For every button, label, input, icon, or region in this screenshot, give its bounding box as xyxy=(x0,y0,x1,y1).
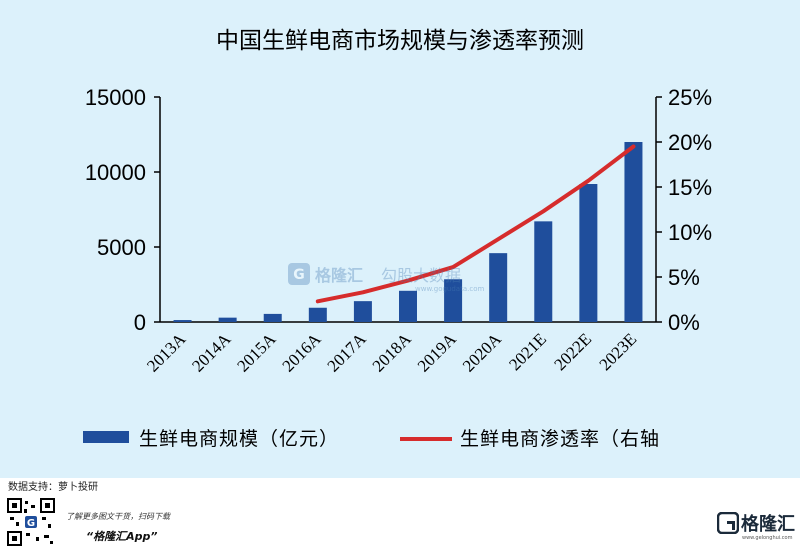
brand-name: 格隆汇 xyxy=(741,514,795,535)
chart-svg: 中国生鲜电商市场规模与渗透率预测 0 5000 10000 15000 0% 5% 10% 1… xyxy=(83,28,712,450)
qr-code-icon: G xyxy=(6,497,56,547)
x-tick-label: 2021E xyxy=(505,329,550,374)
legend-label-line: 生鲜电商渗透率（右轴 xyxy=(460,428,660,450)
bar xyxy=(218,317,237,322)
x-tick-label: 2015A xyxy=(233,329,280,376)
legend: 生鲜电商规模（亿元） 生鲜电商渗透率（右轴 xyxy=(83,428,660,450)
bar xyxy=(534,221,553,322)
bar xyxy=(263,313,282,322)
source-label: 数据支持：萝卜投研 xyxy=(8,482,98,493)
bar xyxy=(399,290,417,322)
watermark-url: www.gogudata.com xyxy=(415,285,485,293)
bar xyxy=(308,307,327,322)
y-right-tick-label: 10% xyxy=(668,220,712,245)
watermark-name: 格隆汇 xyxy=(315,266,364,285)
bar xyxy=(489,253,508,322)
legend-swatch-bar xyxy=(83,431,129,443)
app-name: “格隆汇App” xyxy=(86,530,158,543)
y-right-tick-label: 20% xyxy=(668,130,712,155)
footer xyxy=(0,478,800,553)
watermark: G 格隆汇 勾股大数据 xyxy=(287,262,461,286)
x-tick-label: 2016A xyxy=(278,329,325,376)
y-right-tick-label: 15% xyxy=(668,175,712,200)
watermark-logo-icon: G xyxy=(288,263,310,285)
line-series xyxy=(315,144,636,304)
x-tick-label: 2019A xyxy=(414,329,461,376)
x-tick-label: 2013A xyxy=(143,329,190,376)
penetration-line xyxy=(315,144,636,304)
legend-label-bar: 生鲜电商规模（亿元） xyxy=(139,428,339,450)
bar xyxy=(353,301,372,322)
watermark-cn: 勾股大数据 xyxy=(381,266,462,285)
bar xyxy=(579,184,598,322)
x-tick-label: 2018A xyxy=(369,329,416,376)
y-right-tick-label: 0% xyxy=(668,310,700,335)
x-tick-label: 2020A xyxy=(459,329,506,376)
promo-text: 了解更多图文干货，扫码下载 xyxy=(66,512,170,521)
tick-labels: 0 5000 10000 15000 0% 5% 10% 15% 20% 25% 2013A2014… xyxy=(85,85,712,376)
svg-text:G: G xyxy=(27,518,35,529)
svg-text:G: G xyxy=(293,267,305,283)
bar xyxy=(173,320,192,322)
y-left-tick-label: 15000 xyxy=(85,85,146,110)
chart-title: 中国生鲜电商市场规模与渗透率预测 xyxy=(216,28,584,54)
brand-logo-icon xyxy=(717,512,739,534)
y-left-tick-label: 10000 xyxy=(85,160,146,185)
y-right-tick-label: 5% xyxy=(668,265,700,290)
y-left-tick-label: 0 xyxy=(134,310,146,335)
brand-url: www.gelonghui.com xyxy=(742,535,793,541)
y-right-tick-label: 25% xyxy=(668,85,712,110)
x-tick-label: 2017A xyxy=(324,329,371,376)
chart-area: 中国生鲜电商市场规模与渗透率预测 0 5000 10000 15000 0% 5% 10% 1… xyxy=(83,28,713,450)
x-tick-label: 2023E xyxy=(595,329,640,374)
bar xyxy=(444,279,463,322)
bars xyxy=(173,142,643,322)
y-left-tick-label: 5000 xyxy=(97,235,146,260)
x-tick-label: 2014A xyxy=(188,329,235,376)
x-tick-label: 2022E xyxy=(550,329,595,374)
bar xyxy=(624,142,643,322)
brand: 格隆汇 xyxy=(717,510,795,536)
